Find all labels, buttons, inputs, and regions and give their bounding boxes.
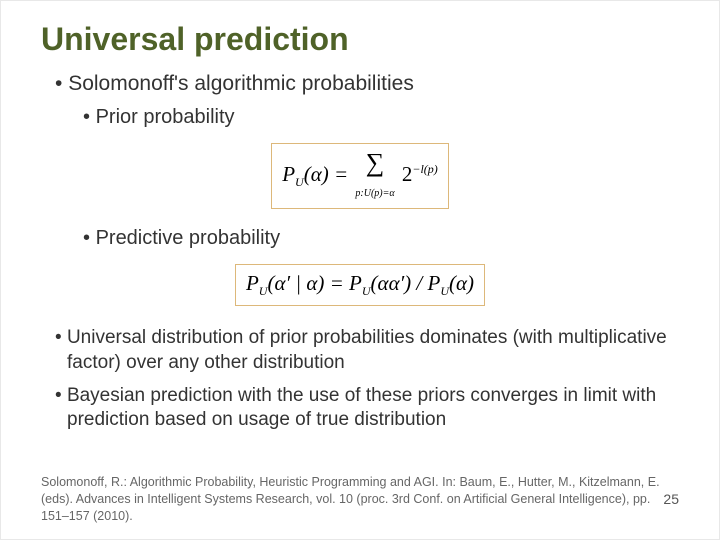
citation-footer: Solomonoff, R.: Algorithmic Probability,…: [41, 474, 679, 525]
bullet-predictive: Predictive probability: [83, 227, 679, 250]
page-number: 25: [663, 491, 679, 507]
f2-m2: (αα′) / P: [371, 271, 441, 295]
formula-prior: PU(α) = ∑ p:U(p)=α 2−l(p): [271, 143, 449, 209]
slide-title: Universal prediction: [41, 21, 679, 58]
formula-prior-wrap: PU(α) = ∑ p:U(p)=α 2−l(p): [41, 139, 679, 221]
f1-lhs-sub: U: [295, 175, 304, 189]
body-bayesian: Bayesian prediction with the use of thes…: [55, 384, 679, 433]
f1-sum-sub: p:U(p)=α: [355, 188, 394, 199]
formula-pred-wrap: PU(α′ | α) = PU(αα′) / PU(α): [41, 260, 679, 318]
f1-exp: −l(p): [412, 162, 437, 176]
f1-base: 2: [402, 162, 413, 186]
f2-end: (α): [449, 271, 474, 295]
formula-predictive: PU(α′ | α) = PU(αα′) / PU(α): [235, 264, 485, 306]
f1-arg: (α) =: [304, 162, 354, 186]
f2-s2: U: [362, 284, 371, 298]
sigma-icon: ∑: [366, 148, 385, 177]
f2-s3: U: [440, 284, 449, 298]
bullet-solomonoff: Solomonoff's algorithmic probabilities: [55, 72, 679, 96]
f2-lhs: P: [246, 271, 259, 295]
f1-sum: ∑ p:U(p)=α: [355, 150, 394, 202]
slide: Universal prediction Solomonoff's algori…: [0, 0, 720, 540]
body-universal-dist: Universal distribution of prior probabil…: [55, 326, 679, 375]
f2-m1: (α′ | α) = P: [267, 271, 361, 295]
f1-lhs: P: [282, 162, 295, 186]
bullet-prior: Prior probability: [83, 106, 679, 129]
